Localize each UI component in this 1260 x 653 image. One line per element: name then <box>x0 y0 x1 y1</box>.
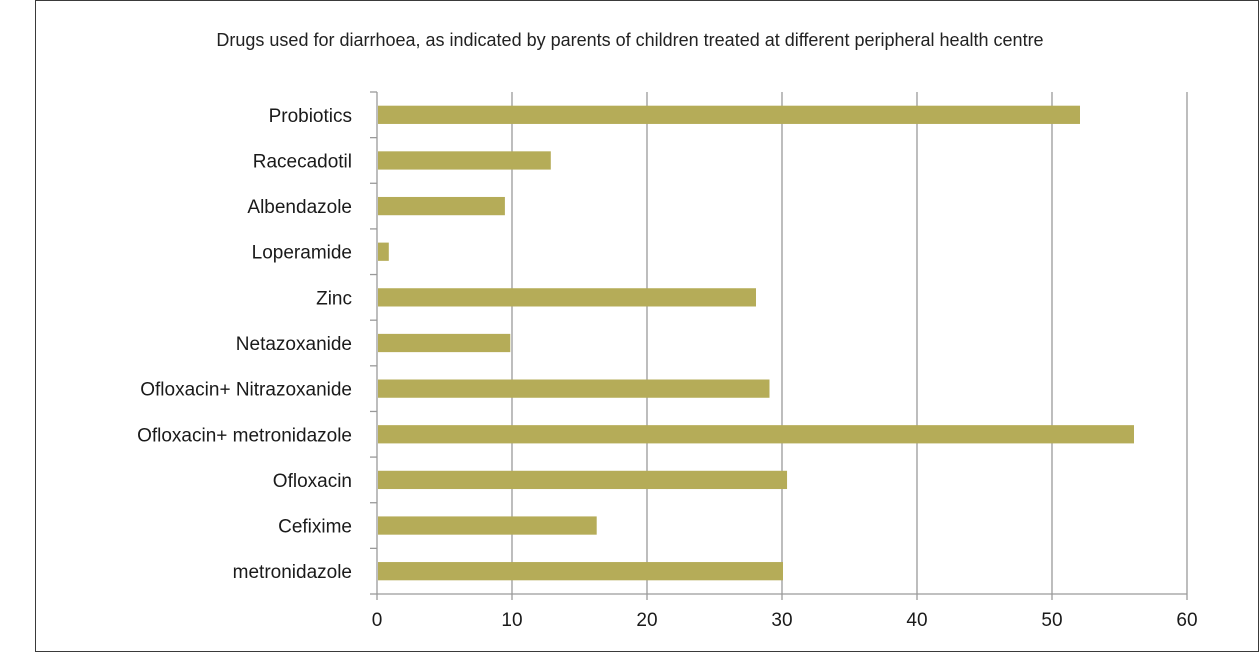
category-label: Probiotics <box>269 106 352 127</box>
category-label: Loperamide <box>252 243 352 264</box>
category-label: Ofloxacin+ metronidazole <box>137 425 352 446</box>
bar-cefixime <box>378 516 597 535</box>
bar-netazoxanide <box>378 333 511 353</box>
bar-loperamide <box>378 242 389 261</box>
bar-probiotics <box>378 105 1080 124</box>
category-label: Ofloxacin+ Nitrazoxanide <box>140 380 352 401</box>
x-tick-label-20: 20 <box>636 610 657 631</box>
category-label: Netazoxanide <box>236 334 352 355</box>
x-tick-label-0: 0 <box>372 610 383 631</box>
x-tick-label-60: 60 <box>1176 610 1197 631</box>
category-label: Albendazole <box>247 197 352 218</box>
bar-metronidazole <box>378 562 783 581</box>
x-tick-label-30: 30 <box>771 610 792 631</box>
category-label: metronidazole <box>233 562 352 583</box>
bar-racecadotil <box>378 151 551 170</box>
bar-zinc <box>378 288 756 307</box>
bar-ofloxacin-metronidazole <box>378 425 1134 444</box>
x-tick-label-10: 10 <box>501 610 522 631</box>
category-label: Zinc <box>316 288 352 309</box>
chart-title: Drugs used for diarrhoea, as indicated b… <box>216 30 1044 50</box>
bar-albendazole <box>378 196 505 216</box>
category-label: Ofloxacin <box>273 471 352 492</box>
x-tick-label-40: 40 <box>906 610 927 631</box>
bar-ofloxacin-nitrazoxanide <box>378 379 770 398</box>
category-label: Racecadotil <box>253 151 352 172</box>
category-label: Cefixime <box>278 517 352 538</box>
bar-ofloxacin <box>378 470 788 490</box>
x-tick-label-50: 50 <box>1041 610 1062 631</box>
